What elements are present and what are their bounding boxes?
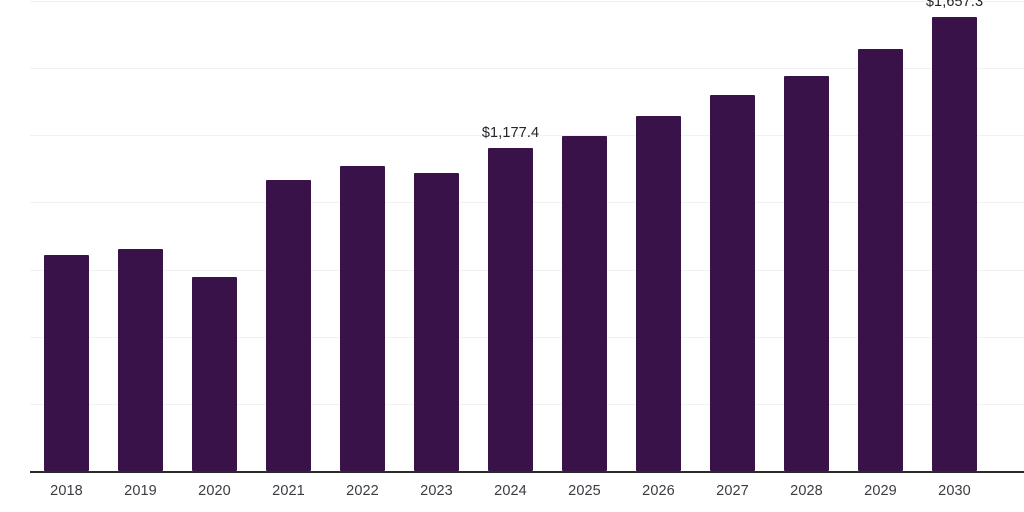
bar-2024[interactable] <box>488 148 533 471</box>
x-tick-label-2022: 2022 <box>346 483 379 499</box>
bar-2019[interactable] <box>118 249 163 471</box>
bar-2026[interactable] <box>636 116 681 471</box>
bar-2023[interactable] <box>414 173 459 471</box>
bar-2025[interactable] <box>562 136 607 471</box>
x-axis-line <box>30 471 1024 473</box>
bar-value-label-2024: $1,177.4 <box>481 125 540 141</box>
x-tick-label-2021: 2021 <box>272 483 305 499</box>
x-tick-label-2019: 2019 <box>124 483 157 499</box>
x-tick-label-2027: 2027 <box>716 483 749 499</box>
x-tick-label-2026: 2026 <box>642 483 675 499</box>
bar-value-label-2030: $1,657.3 <box>925 0 984 10</box>
x-tick-label-2023: 2023 <box>420 483 453 499</box>
x-tick-label-2025: 2025 <box>568 483 601 499</box>
x-tick-label-2024: 2024 <box>494 483 527 499</box>
bar-2018[interactable] <box>44 255 89 471</box>
x-tick-label-2030: 2030 <box>938 483 971 499</box>
bar-2029[interactable] <box>858 49 903 471</box>
x-tick-label-2018: 2018 <box>50 483 83 499</box>
gridline <box>30 68 1024 69</box>
bar-2020[interactable] <box>192 277 237 471</box>
bar-2027[interactable] <box>710 95 755 471</box>
bar-2022[interactable] <box>340 166 385 471</box>
bar-2028[interactable] <box>784 76 829 471</box>
x-tick-label-2020: 2020 <box>198 483 231 499</box>
x-tick-label-2028: 2028 <box>790 483 823 499</box>
x-tick-label-2029: 2029 <box>864 483 897 499</box>
gridline <box>30 1 1024 2</box>
bar-2021[interactable] <box>266 180 311 471</box>
bar-2030[interactable] <box>932 17 977 471</box>
gridline <box>30 135 1024 136</box>
